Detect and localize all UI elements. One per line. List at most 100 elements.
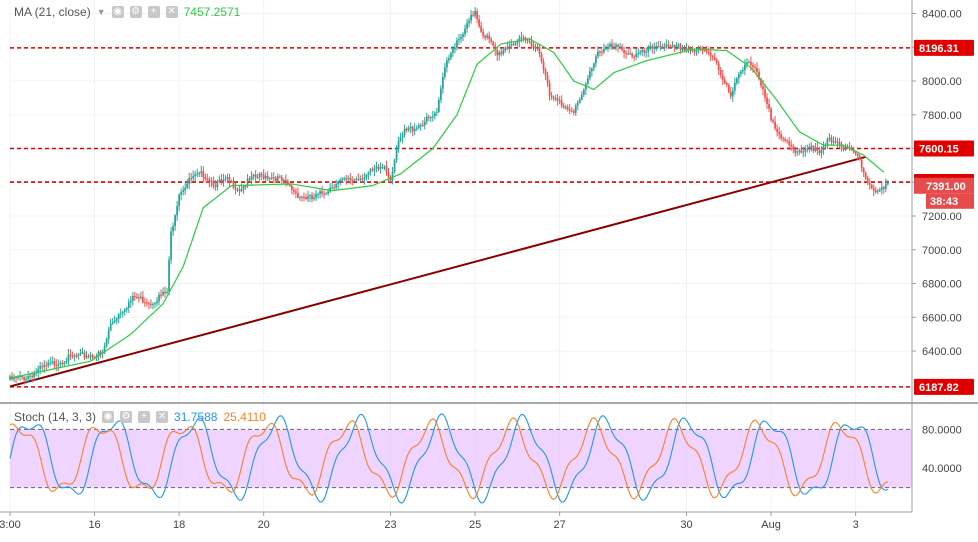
stoch-tick-label: 80.0000 [922,424,962,436]
candle-body [544,69,547,76]
candle-body [506,47,509,49]
candle-body [657,46,660,48]
stoch-label: Stoch (14, 3, 3) [14,410,97,424]
candle-body [423,121,426,126]
candle-body [739,71,742,74]
candle-body [484,35,487,38]
candle-body [808,146,811,149]
candle-body [679,44,682,51]
candle-body [715,59,718,64]
candle-body [776,128,779,132]
candle-body [343,178,346,180]
chevron-down-icon[interactable]: ▼ [96,7,106,17]
candle-body [675,45,678,47]
candle-body [290,185,293,190]
candle-body [601,51,603,53]
candle-body [758,71,760,79]
candle-body [33,372,36,378]
stoch-legend[interactable]: Stoch (14, 3, 3) ◉ ⚙ + ✕ 31.7588 25.4110 [14,409,266,425]
candle-body [858,155,861,160]
candle-body [468,20,470,24]
current-price-badge [914,177,974,194]
candle-body [639,51,642,54]
time-tick-label: 16 [88,519,100,531]
candle-body [87,356,90,358]
level-badge-label: 6187.82 [919,382,959,394]
candle-body [131,296,134,301]
candle-body [592,63,595,69]
settings-icon[interactable]: ⚙ [120,411,133,423]
candle-body [355,179,358,181]
candle-body [566,107,569,110]
candle-body [359,178,362,180]
candle-body [764,89,766,98]
candle-body [299,196,301,198]
add-icon[interactable]: + [138,411,151,423]
candle-body [81,352,84,354]
candle-body [369,169,372,173]
candle-body [462,34,464,37]
candle-body [319,191,321,194]
settings-icon[interactable]: ⚙ [129,6,142,18]
candle-body [73,355,76,357]
candle-body [731,90,734,97]
eye-icon[interactable]: ◉ [102,411,115,423]
candle-body [842,148,845,150]
candle-body [93,356,96,358]
ma-legend[interactable]: MA (21, close) ▼ ◉ ⚙ + ✕ 7457.2571 [14,4,240,20]
candle-body [768,103,770,109]
candle-body [242,185,245,190]
candle-body [508,46,511,48]
candle-body [562,105,565,108]
candle-body [568,109,571,111]
candle-body [870,184,873,189]
trendline[interactable] [9,155,866,388]
candle-body [558,100,561,102]
candle-body [67,354,70,362]
candle-body [792,146,795,150]
candle-body [49,362,52,364]
add-icon[interactable]: + [147,6,160,18]
eye-icon[interactable]: ◉ [111,6,124,18]
close-icon[interactable]: ✕ [156,411,169,423]
candle-body [733,82,736,91]
candle-body [752,65,754,67]
candle-body [103,346,106,353]
candle-body [655,46,658,48]
candle-body [645,51,648,53]
candle-body [391,171,394,181]
candle-body [681,47,684,51]
candle-body [504,47,507,51]
candle-body [395,148,398,161]
candle-body [111,322,114,324]
candle-body [498,52,501,56]
candle-body [180,192,183,195]
candle-body [703,49,706,51]
candle-body [139,296,142,299]
stoch-k-line [9,413,889,504]
level-badge [914,378,974,395]
candle-body [615,44,617,47]
close-icon[interactable]: ✕ [165,6,178,18]
candle-body [437,99,440,112]
candle-body [284,179,287,182]
candle-body [69,354,72,356]
candle-body [61,362,64,365]
price-tick-label: 6800.00 [922,279,962,291]
candle-body [443,67,446,77]
candle-body [57,364,60,366]
candle-body [526,39,529,41]
candle-body [729,92,732,97]
candle-body [79,352,82,355]
candle-body [268,178,271,180]
candle-body [158,294,160,302]
candle-body [206,179,209,181]
candle-body [349,178,352,180]
candle-body [250,176,253,180]
candle-body [21,375,23,378]
candle-body [572,111,575,113]
candle-body [478,19,481,27]
candle-body [643,49,646,53]
candle-body [820,150,823,154]
candle-body [192,176,195,179]
